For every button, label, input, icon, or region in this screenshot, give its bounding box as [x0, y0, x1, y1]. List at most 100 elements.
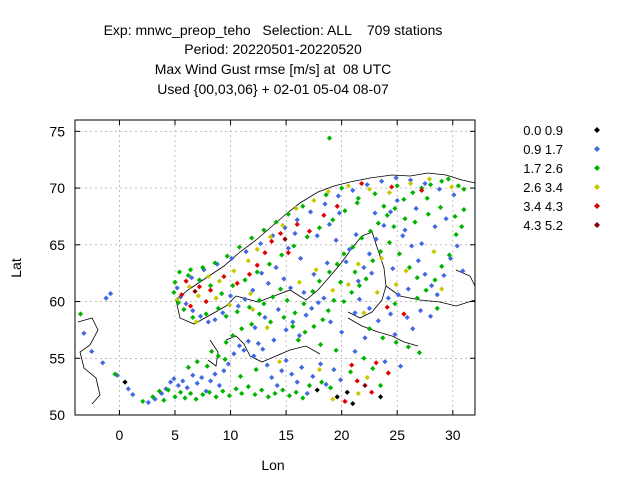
data-point [356, 283, 363, 289]
data-point [439, 286, 445, 292]
data-point [342, 208, 348, 214]
data-point [303, 312, 309, 318]
data-point [310, 373, 316, 380]
y-axis-ticks: 50 55 60 65 70 75 [49, 123, 475, 423]
data-point [299, 364, 305, 370]
data-point [394, 197, 400, 204]
data-point [222, 356, 228, 363]
data-point [423, 287, 429, 293]
data-point [190, 308, 196, 314]
data-point [285, 245, 291, 251]
data-point [290, 319, 296, 325]
data-point [89, 348, 95, 355]
data-point [192, 288, 198, 294]
x-tick-label: 5 [171, 427, 179, 443]
data-point [259, 387, 265, 393]
data-point [326, 135, 333, 141]
data-point [362, 335, 368, 341]
data-point [349, 289, 355, 296]
data-point [385, 295, 391, 301]
data-point [316, 278, 323, 284]
data-point [261, 227, 267, 233]
data-point [262, 314, 268, 321]
data-point [422, 180, 428, 187]
data-point [367, 228, 374, 234]
data-point [426, 176, 433, 182]
data-point [152, 396, 158, 402]
data-point [257, 241, 264, 247]
data-point [272, 390, 278, 397]
data-point [460, 268, 466, 274]
data-point [207, 378, 214, 384]
data-point [243, 249, 249, 255]
data-point [213, 394, 219, 400]
x-axis-ticks: 0 5 10 15 20 25 30 [116, 120, 461, 443]
data-point [265, 394, 271, 400]
data-point [230, 332, 236, 339]
data-point [320, 317, 326, 323]
data-point [291, 243, 297, 249]
data-point [226, 302, 233, 308]
data-point [220, 310, 226, 316]
data-point [122, 379, 128, 385]
data-point [366, 251, 373, 257]
data-point [352, 310, 358, 316]
data-point [292, 310, 298, 316]
data-point [413, 205, 419, 212]
data-point [246, 304, 253, 310]
data-point [346, 246, 353, 252]
data-point [239, 390, 245, 397]
data-point [216, 382, 223, 389]
data-point [187, 303, 194, 309]
data-point [331, 367, 337, 373]
data-point [304, 390, 310, 397]
data-point [307, 209, 314, 215]
data-point [361, 264, 367, 271]
data-point [167, 379, 174, 385]
data-point [381, 222, 387, 229]
data-point [213, 295, 219, 301]
data-point [245, 384, 251, 390]
data-point [296, 332, 303, 339]
legend-label: 0.0 0.9 [523, 123, 563, 138]
data-point [195, 293, 201, 299]
data-point [429, 283, 435, 289]
data-point [196, 284, 203, 290]
data-point [285, 250, 291, 256]
data-point [223, 339, 229, 345]
legend: 0.0 0.9 0.9 1.7 1.7 2.6 2.6 3.4 3.4 4.3 4.3 5… [523, 123, 600, 233]
data-point [393, 339, 399, 345]
data-point [401, 196, 407, 203]
data-point [449, 184, 455, 190]
data-point [375, 220, 381, 226]
data-point [236, 343, 243, 349]
data-point [251, 353, 257, 359]
data-point [283, 357, 289, 364]
data-point [271, 337, 277, 343]
data-point [270, 294, 276, 300]
data-point [425, 211, 431, 217]
data-point [452, 213, 458, 220]
data-point [163, 386, 169, 392]
data-point [242, 296, 248, 302]
data-point [341, 251, 347, 257]
data-point [264, 325, 270, 331]
data-point [459, 224, 465, 230]
data-point [393, 175, 399, 181]
data-point [304, 234, 310, 240]
legend-marker [594, 165, 600, 171]
data-point [414, 275, 420, 281]
data-point [223, 313, 229, 319]
data-point [296, 279, 303, 285]
data-point [112, 371, 118, 377]
x-tick-label: 25 [389, 427, 405, 443]
data-point [315, 300, 321, 306]
data-point [381, 203, 387, 209]
data-point [454, 243, 460, 249]
data-point [385, 370, 391, 376]
data-point [187, 390, 194, 397]
data-point [387, 311, 394, 317]
data-point [301, 289, 307, 296]
data-point [185, 272, 191, 279]
data-point [275, 306, 281, 313]
